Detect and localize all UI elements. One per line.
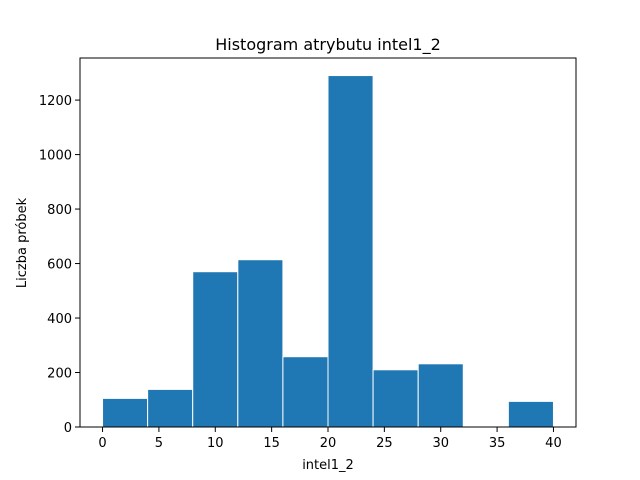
x-tick-label: 5: [155, 436, 163, 451]
x-tick-label: 0: [98, 436, 106, 451]
y-axis-ticks: 0 200 400 600 800 1000 1200: [39, 94, 80, 436]
y-tick-label: 0: [64, 421, 72, 436]
histogram-bar: [372, 369, 419, 428]
y-axis-label: Liczba próbek: [15, 197, 30, 288]
y-tick-label: 400: [47, 312, 72, 327]
x-tick-label: 10: [207, 436, 224, 451]
y-tick-label: 800: [47, 203, 72, 218]
x-axis-label: intel1_2: [302, 458, 354, 473]
bars-group: [102, 75, 554, 428]
histogram-bar: [507, 400, 554, 428]
x-axis-ticks: 0 5 10 15 20 25 30 35 40: [98, 427, 562, 451]
histogram-bar: [192, 271, 239, 428]
histogram-bar: [102, 397, 149, 428]
x-tick-label: 20: [320, 436, 337, 451]
histogram-bar: [237, 259, 284, 428]
histogram-bar: [327, 75, 374, 428]
x-tick-label: 15: [263, 436, 280, 451]
y-tick-label: 1000: [39, 149, 72, 164]
y-tick-label: 1200: [39, 94, 72, 109]
histogram-bar: [147, 388, 194, 428]
chart-title: Histogram atrybutu intel1_2: [215, 35, 441, 55]
histogram-bar: [282, 356, 329, 428]
x-tick-label: 40: [545, 436, 562, 451]
y-tick-label: 600: [47, 258, 72, 273]
x-tick-label: 35: [489, 436, 506, 451]
y-tick-label: 200: [47, 367, 72, 382]
x-tick-label: 30: [432, 436, 449, 451]
histogram-bar: [417, 363, 464, 428]
x-tick-label: 25: [376, 436, 393, 451]
